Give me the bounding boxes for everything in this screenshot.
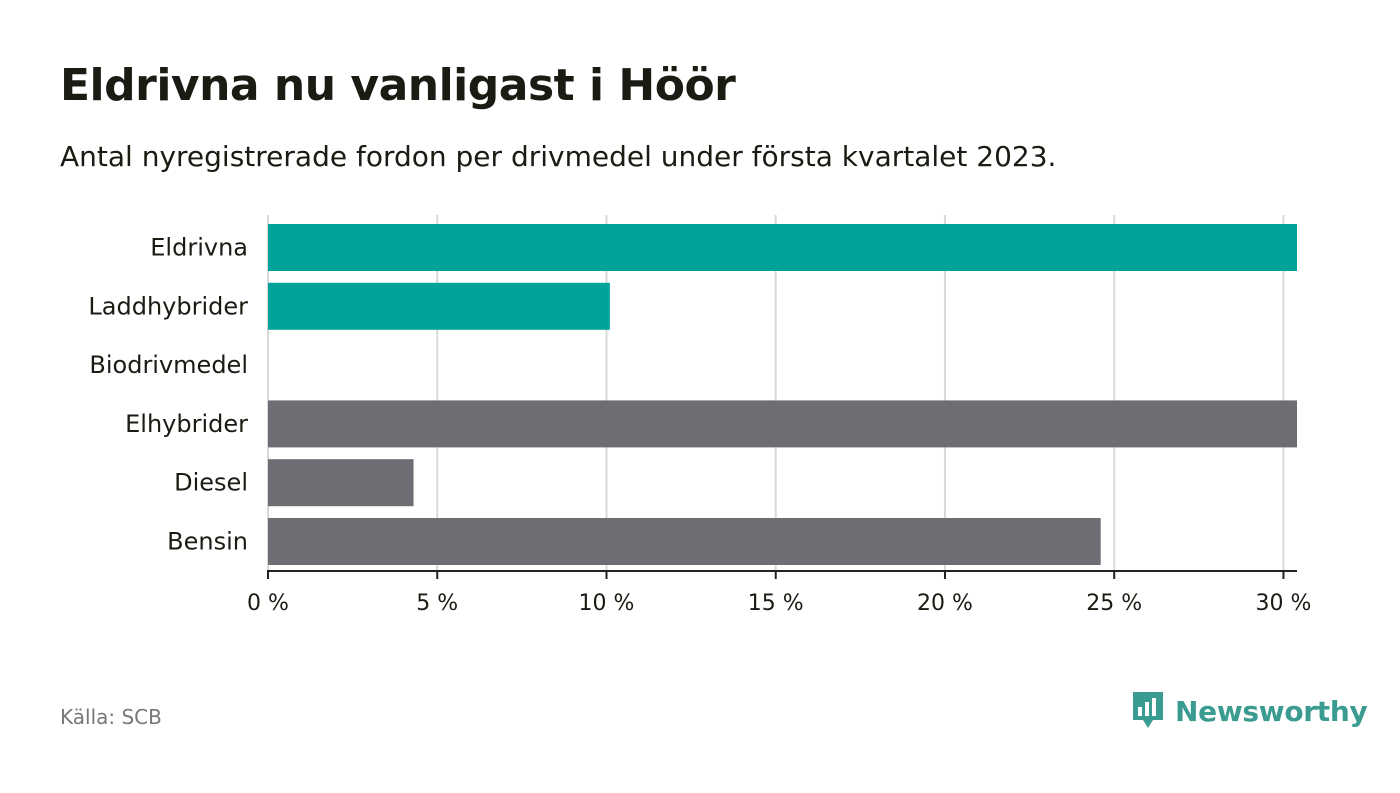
source-note: Källa: SCB	[60, 705, 162, 729]
chart-subtitle: Antal nyregistrerade fordon per drivmede…	[60, 140, 1057, 173]
category-label: Laddhybrider	[88, 292, 248, 320]
x-tick-label: 10 %	[579, 591, 635, 616]
bar-bensin	[268, 518, 1101, 565]
category-label: Elhybrider	[125, 410, 248, 438]
bar-elhybrider	[268, 400, 1297, 448]
x-tick-label: 20 %	[917, 591, 973, 616]
category-label: Biodrivmedel	[89, 351, 248, 379]
brand-name: Newsworthy	[1175, 694, 1368, 728]
x-tick-label: 5 %	[416, 591, 458, 616]
bar-eldrivna	[268, 224, 1297, 271]
category-label: Bensin	[167, 528, 248, 556]
bar-laddhybrider	[268, 282, 610, 330]
x-tick-label: 25 %	[1086, 591, 1142, 616]
brand-logo[interactable]: Newsworthy	[1131, 690, 1368, 732]
x-tick-label: 15 %	[748, 591, 804, 616]
x-tick-label: 0 %	[247, 591, 289, 616]
bar-diesel	[268, 459, 414, 507]
newsworthy-logo-icon	[1133, 692, 1163, 728]
x-tick-label: 30 %	[1256, 591, 1312, 616]
category-label: Eldrivna	[150, 234, 248, 262]
chart-title: Eldrivna nu vanligast i Höör	[60, 60, 736, 111]
category-label: Diesel	[174, 469, 248, 497]
